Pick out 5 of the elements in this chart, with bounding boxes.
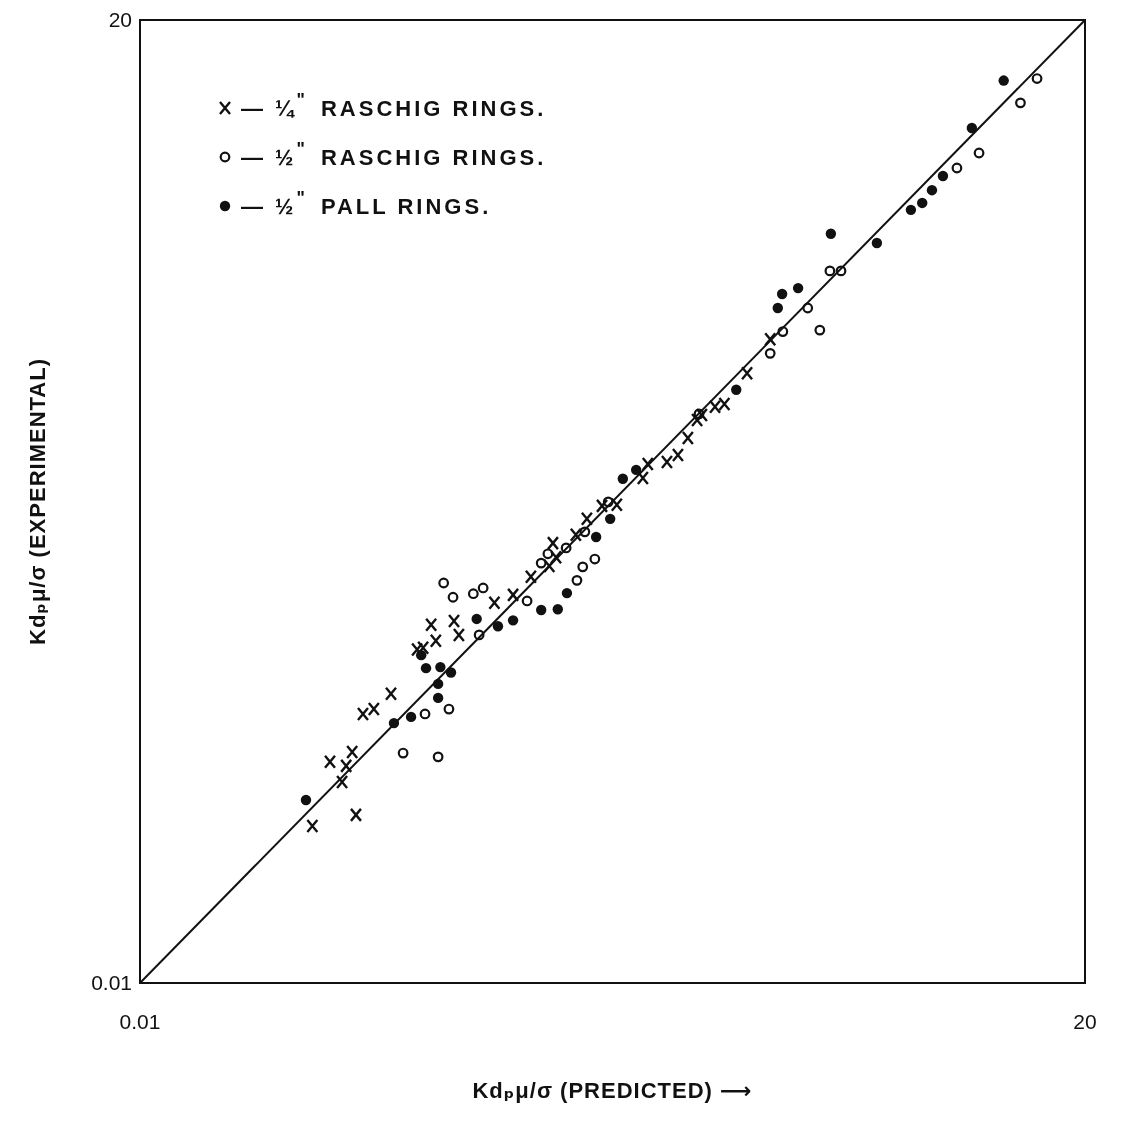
legend-label: — ¼$^{"}$ RASCHIG RINGS.: [241, 90, 547, 121]
y-axis-title: Kdₚμ/σ (EXPERIMENTAL): [25, 358, 50, 645]
legend-label: — ½$^{"}$ RASCHIG RINGS.: [241, 139, 547, 170]
x-axis-title: Kdₚμ/σ (PREDICTED) ⟶: [472, 1078, 753, 1103]
legend-label: — ½$^{"}$ PALL RINGS.: [241, 188, 492, 219]
